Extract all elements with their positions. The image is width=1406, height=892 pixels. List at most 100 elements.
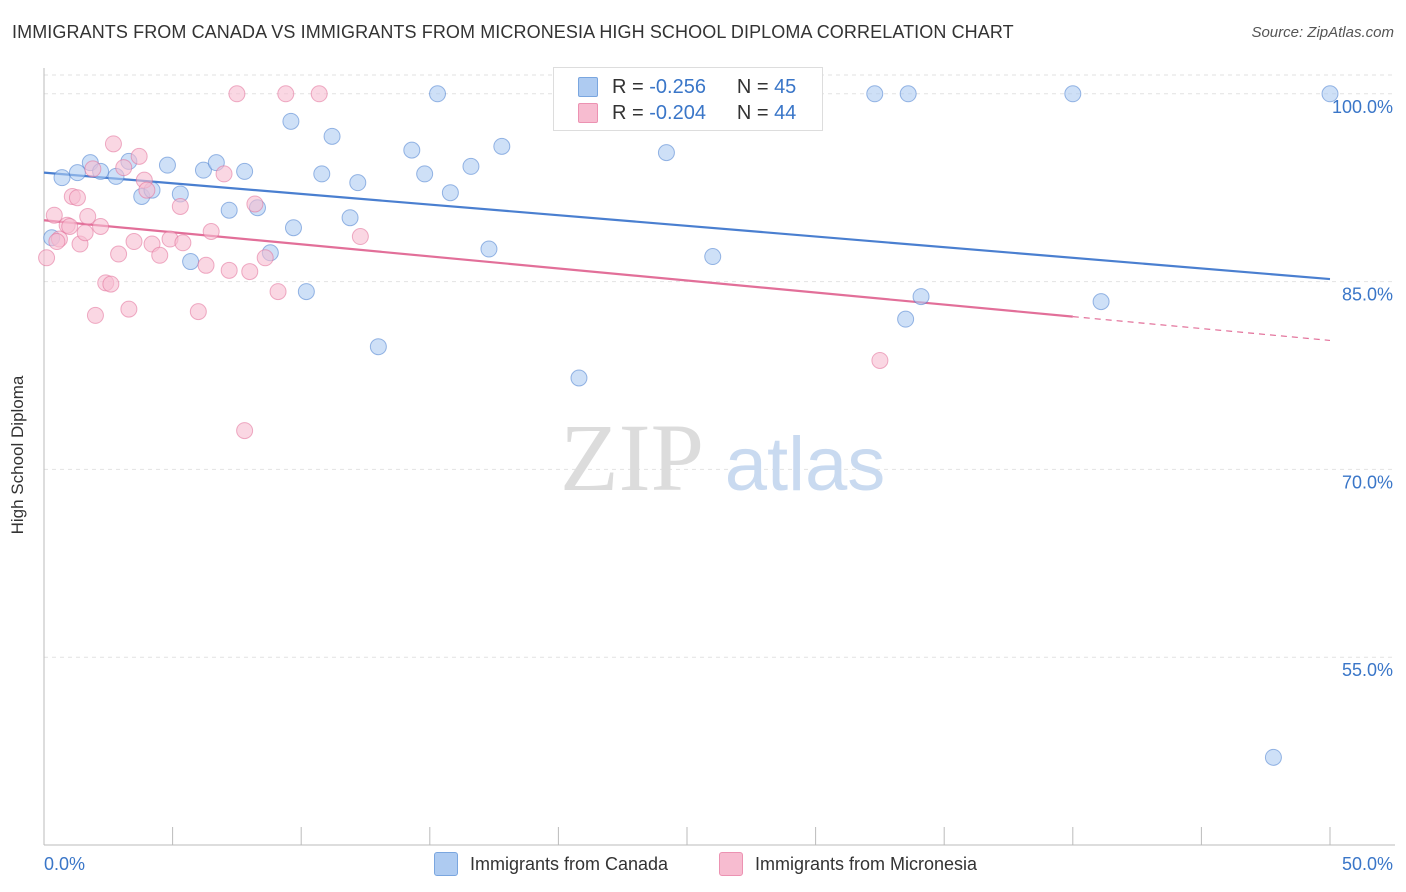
point-micronesia (277, 85, 295, 103)
point-micronesia (104, 135, 122, 153)
point-micronesia (92, 217, 110, 235)
x-tick-label: 50.0% (1342, 854, 1393, 874)
point-micronesia (202, 223, 220, 241)
n-value-micronesia: 44 (774, 101, 797, 124)
point-micronesia (45, 206, 63, 224)
point-canada (441, 184, 459, 202)
point-micronesia (241, 263, 259, 281)
stats-box: R = -0.256 N = 45 R = -0.204 N = 44 (553, 67, 823, 131)
point-canada (403, 141, 421, 159)
point-canada (53, 169, 71, 187)
legend-label-micronesia: Immigrants from Micronesia (755, 853, 978, 874)
point-micronesia (151, 246, 169, 264)
legend-label-canada: Immigrants from Canada (470, 853, 669, 874)
point-canada (570, 369, 588, 387)
stats-row-canada: R = -0.256 N = 45 (578, 75, 796, 99)
point-canada (284, 219, 302, 237)
point-micronesia (871, 351, 889, 369)
y-tick-label: 85.0% (1342, 285, 1393, 305)
point-micronesia (61, 217, 79, 235)
point-micronesia (220, 261, 238, 279)
n-label: N = (736, 75, 769, 98)
data-points (38, 85, 1339, 766)
watermark-atlas: atlas (725, 422, 886, 507)
watermark-zip: ZIP (560, 404, 704, 511)
point-canada (899, 85, 917, 103)
point-micronesia (269, 283, 287, 301)
point-canada (493, 137, 511, 155)
n-value-canada: 45 (774, 75, 797, 98)
source-label: Source: ZipAtlas.com (1251, 24, 1394, 41)
point-canada (369, 338, 387, 356)
micronesia-swatch (578, 103, 598, 123)
point-canada (182, 253, 200, 271)
point-micronesia (310, 85, 328, 103)
point-micronesia (79, 207, 97, 225)
point-micronesia (115, 159, 133, 177)
point-canada (323, 127, 341, 145)
point-micronesia (256, 249, 274, 267)
point-canada (912, 288, 930, 306)
r-value-micronesia: -0.204 (649, 101, 706, 124)
legend-item-micronesia[interactable]: Immigrants from Micronesia (719, 852, 977, 876)
point-micronesia (351, 228, 369, 246)
point-micronesia (120, 300, 138, 318)
point-micronesia (236, 422, 254, 440)
point-canada (297, 283, 315, 301)
point-micronesia (189, 303, 207, 321)
tick-labels: 100.0% 85.0% 70.0% 55.0% 0.0% 50.0% (44, 97, 1393, 874)
trend-line-canada (43, 171, 1331, 281)
point-micronesia (84, 160, 102, 178)
stats-row-micronesia: R = -0.204 N = 44 (578, 101, 796, 125)
point-micronesia (48, 233, 66, 251)
point-canada (480, 240, 498, 258)
point-micronesia (197, 256, 215, 274)
r-label: R = (612, 75, 644, 98)
r-label: R = (612, 101, 644, 124)
point-micronesia (228, 85, 246, 103)
point-canada (1092, 293, 1110, 311)
point-micronesia (125, 233, 143, 251)
point-canada (341, 209, 359, 227)
point-canada (1264, 748, 1282, 766)
n-label: N = (736, 101, 769, 124)
point-canada (282, 112, 300, 130)
point-micronesia (86, 306, 104, 324)
x-tick-label: 0.0% (44, 854, 85, 874)
point-canada (866, 85, 884, 103)
point-canada (349, 174, 367, 192)
point-micronesia (174, 234, 192, 252)
point-canada (462, 157, 480, 175)
y-tick-label: 55.0% (1342, 660, 1393, 680)
point-canada (313, 165, 331, 183)
y-tick-label: 70.0% (1342, 472, 1393, 492)
r-value-canada: -0.256 (649, 75, 706, 98)
gridlines (44, 74, 1395, 658)
point-canada (158, 156, 176, 174)
point-canada (1321, 85, 1339, 103)
trend-lines (43, 171, 1331, 342)
point-canada (416, 165, 434, 183)
point-canada (897, 310, 915, 328)
point-canada (194, 161, 212, 179)
point-micronesia (38, 249, 56, 267)
point-micronesia (102, 275, 120, 293)
point-canada (1064, 85, 1082, 103)
point-canada (704, 248, 722, 266)
legend-swatch-micronesia (719, 852, 743, 876)
point-canada (429, 85, 447, 103)
y-tick-label: 100.0% (1332, 97, 1393, 117)
legend-swatch-canada (434, 852, 458, 876)
point-micronesia (68, 189, 86, 207)
canada-swatch (578, 77, 598, 97)
point-micronesia (138, 181, 156, 199)
legend-item-canada[interactable]: Immigrants from Canada (434, 852, 668, 876)
point-micronesia (110, 245, 128, 263)
point-micronesia (246, 195, 264, 213)
point-canada (236, 162, 254, 180)
point-micronesia (76, 224, 94, 242)
point-canada (220, 201, 238, 219)
point-micronesia (215, 165, 233, 183)
point-canada (657, 144, 675, 162)
